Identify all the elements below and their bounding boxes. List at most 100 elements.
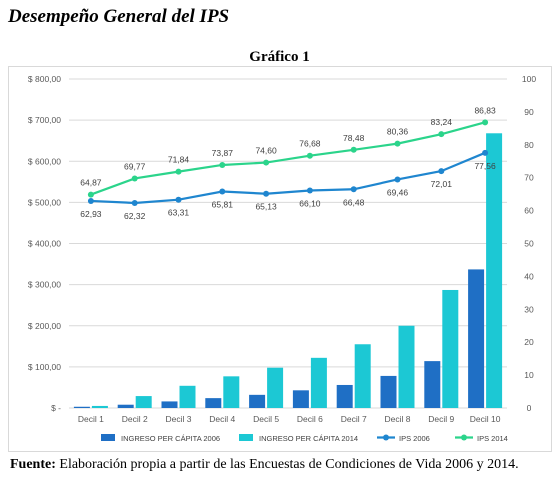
bar	[380, 375, 397, 408]
x-tick-label: Decil 6	[297, 414, 323, 424]
bar	[486, 133, 503, 408]
y-left-tick-label: $ 300,00	[28, 280, 61, 290]
y-right-tick-label: 10	[524, 370, 534, 380]
y-right-tick-label: 40	[524, 271, 534, 281]
y-left-tick-label: $ 700,00	[28, 115, 61, 125]
data-label: 73,87	[212, 148, 234, 158]
series-line	[90, 121, 486, 196]
data-label: 71,84	[168, 155, 190, 165]
y-left-tick-label: $ 600,00	[28, 156, 61, 166]
line-point	[394, 176, 401, 183]
source-text: Elaboración propia a partir de las Encue…	[59, 457, 519, 472]
line-point	[175, 196, 182, 203]
x-tick-label: Decil 4	[209, 414, 235, 424]
line-point	[306, 152, 313, 159]
y-right-tick-label: 60	[524, 206, 534, 216]
data-label: 69,77	[124, 161, 146, 171]
line-point	[131, 199, 138, 206]
chart-heading: Gráfico 1	[249, 49, 310, 65]
line-point	[438, 131, 445, 138]
bar	[135, 396, 152, 408]
bar	[117, 404, 134, 408]
x-tick-label: Decil 10	[470, 414, 501, 424]
data-label: 66,48	[343, 197, 365, 207]
data-label: 65,13	[255, 202, 277, 212]
x-tick-label: Decil 5	[253, 414, 279, 424]
legend-label: IPS 2014	[477, 434, 508, 443]
y-left-tick-label: $ 400,00	[28, 239, 61, 249]
line-point	[350, 146, 357, 153]
chart-container: $ - $ 100,00 $ 200,00 $ 300,00 $ 400,00 $ 500…	[8, 66, 552, 452]
y-right-tick-label: 90	[524, 107, 534, 117]
bar	[249, 394, 266, 408]
y-left-tick-label: $ 200,00	[28, 321, 61, 331]
y-left-tick-label: $ 100,00	[28, 362, 61, 372]
x-tick-label: Decil 3	[166, 414, 192, 424]
line-point	[263, 159, 270, 166]
bar	[179, 385, 196, 408]
x-tick-label: Decil 8	[385, 414, 411, 424]
legend-label: INGRESO PER CÁPITA 2006	[121, 434, 220, 443]
line-point	[175, 168, 182, 175]
data-label: 65,81	[212, 199, 234, 209]
data-label: 72,01	[431, 179, 453, 189]
legend-marker	[461, 434, 467, 441]
y-right-tick-label: 20	[524, 337, 534, 347]
x-tick-label: Decil 7	[341, 414, 367, 424]
bar	[310, 357, 327, 408]
data-label: 62,32	[124, 211, 146, 221]
bar	[468, 269, 485, 408]
bar	[267, 367, 284, 408]
line-point	[482, 119, 489, 126]
line-point	[438, 168, 445, 175]
data-label: 66,10	[299, 199, 321, 209]
y-right-tick-label: 80	[524, 140, 534, 150]
x-tick-label: Decil 1	[78, 414, 104, 424]
y-right-tick-label: 30	[524, 304, 534, 314]
line-point	[87, 191, 94, 198]
data-label: 76,68	[299, 139, 321, 149]
y-right-tick-label: 100	[522, 74, 536, 84]
y-left-tick-label: $ 800,00	[28, 74, 61, 84]
combo-chart: $ - $ 100,00 $ 200,00 $ 300,00 $ 400,00 $ 500…	[28, 74, 536, 443]
data-label: 74,60	[255, 146, 277, 156]
legend-swatch	[101, 434, 115, 441]
x-tick-label: Decil 2	[122, 414, 148, 424]
x-tick-label: Decil 9	[428, 414, 454, 424]
y-right-tick-label: 50	[524, 239, 534, 249]
legend-marker	[383, 434, 389, 441]
y-left-tick-label: $ 500,00	[28, 197, 61, 207]
line-point	[219, 188, 226, 195]
bar	[292, 390, 309, 408]
series-line	[90, 151, 486, 205]
y-left-tick-label: $ -	[51, 403, 61, 413]
bar	[161, 401, 178, 408]
bar	[424, 361, 441, 408]
legend-label: IPS 2006	[399, 434, 430, 443]
bar	[354, 344, 371, 408]
bar	[223, 376, 240, 408]
bar	[398, 325, 415, 408]
data-label: 80,36	[387, 127, 409, 137]
data-label: 64,87	[80, 178, 102, 188]
line-point	[263, 190, 270, 197]
line-point	[482, 149, 489, 156]
bar	[205, 398, 222, 408]
y-right-tick-label: 0	[527, 403, 532, 413]
data-label: 83,24	[431, 117, 453, 127]
page-title: Desempeño General del IPS	[8, 6, 230, 27]
source-note: Fuente: Elaboración propia a partir de l…	[10, 457, 555, 473]
data-label: 69,46	[387, 187, 409, 197]
line-point	[350, 186, 357, 193]
data-label: 77,56	[474, 161, 496, 171]
line-point	[394, 140, 401, 147]
data-label: 86,83	[474, 105, 496, 115]
legend-label: INGRESO PER CÁPITA 2014	[259, 434, 358, 443]
legend-swatch	[239, 434, 253, 441]
data-label: 63,31	[168, 208, 190, 218]
source-label: Fuente:	[10, 457, 56, 472]
bar	[442, 289, 459, 408]
bar	[336, 384, 353, 408]
line-point	[306, 187, 313, 194]
data-label: 78,48	[343, 133, 365, 143]
